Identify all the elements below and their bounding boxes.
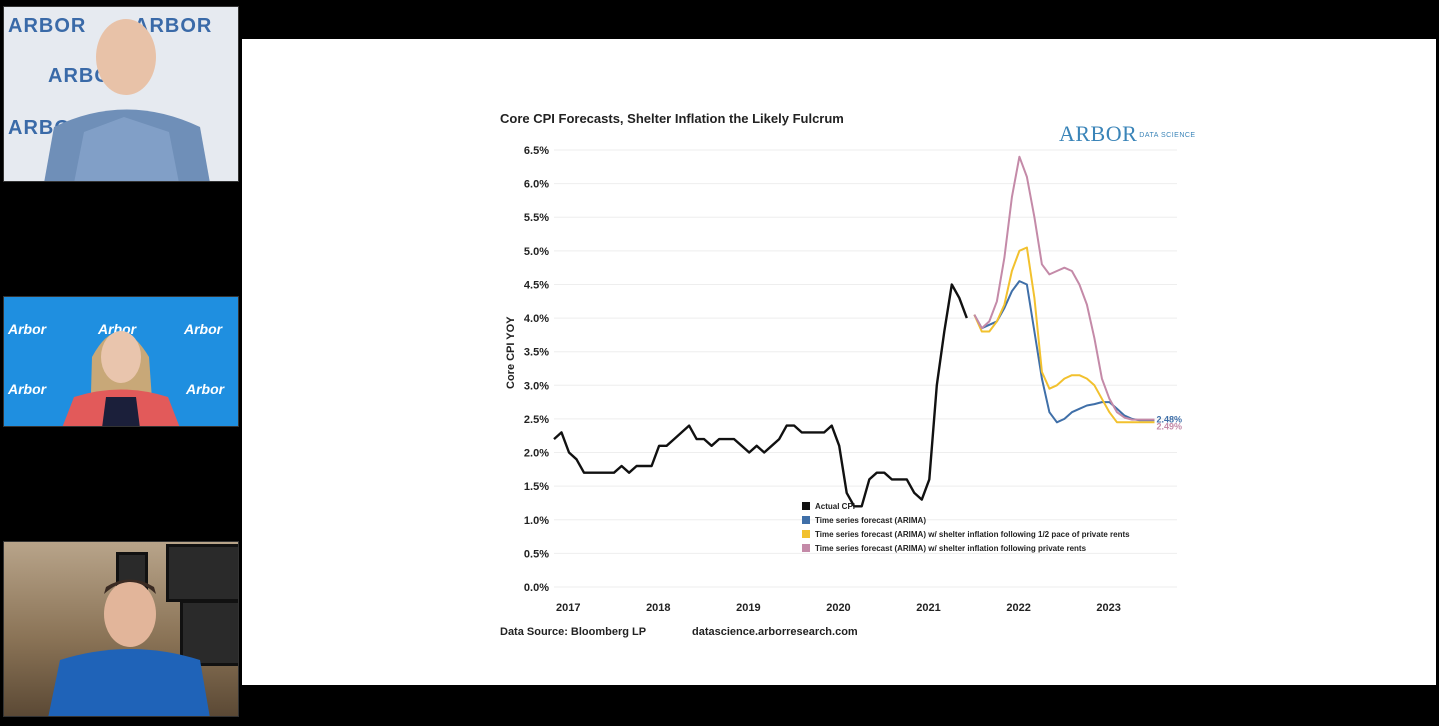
- x-tick-label: 2023: [1096, 602, 1120, 614]
- person-silhouette: [48, 579, 210, 716]
- y-tick-label: 6.5%: [524, 145, 549, 157]
- legend-label: Time series forecast (ARIMA): [815, 516, 926, 525]
- legend-swatch: [802, 544, 810, 552]
- legend-swatch: [802, 530, 810, 538]
- y-tick-label: 1.0%: [524, 515, 549, 527]
- participant-video-2[interactable]: Arbor Arbor Arbor Arbor Arbor: [3, 296, 239, 427]
- y-tick-label: 0.0%: [524, 582, 549, 594]
- y-tick-label: 4.5%: [524, 279, 549, 291]
- participant-video-1[interactable]: ARBOR ARBOR ARBOR ARBOR: [3, 6, 239, 182]
- end-value-label: 2.48%: [1156, 414, 1182, 424]
- series-line-2: [973, 280, 1155, 424]
- data-source-note: Data Source: Bloomberg LP: [500, 626, 647, 638]
- x-tick-label: 2018: [646, 602, 670, 614]
- y-tick-label: 6.0%: [524, 179, 549, 191]
- legend-swatch: [802, 502, 810, 510]
- y-tick-label: 0.5%: [524, 548, 549, 560]
- participant-video-3[interactable]: [3, 541, 239, 717]
- computer-monitor: [180, 600, 238, 666]
- x-tick-label: 2022: [1006, 602, 1030, 614]
- background-watermark: Arbor: [8, 321, 47, 337]
- shared-slide: Core CPI Forecasts, Shelter Inflation th…: [242, 39, 1436, 685]
- logo-subtext: DATA SCIENCE: [1139, 131, 1196, 139]
- x-tick-label: 2019: [736, 602, 760, 614]
- background-watermark: ARBOR: [134, 15, 213, 37]
- x-tick-label: 2021: [916, 602, 940, 614]
- background-watermark: Arbor: [184, 321, 223, 337]
- legend-label: Time series forecast (ARIMA) w/ shelter …: [815, 530, 1130, 539]
- y-tick-label: 1.5%: [524, 481, 549, 493]
- logo-text: ARBOR: [1059, 121, 1138, 146]
- person-silhouette: [44, 19, 210, 181]
- person-silhouette: [62, 331, 180, 426]
- background-watermark: Arbor: [8, 381, 47, 397]
- legend-swatch: [802, 516, 810, 524]
- x-tick-label: 2020: [826, 602, 850, 614]
- y-tick-label: 4.0%: [524, 313, 549, 325]
- arbor-logo: ARBOR DATA SCIENCE: [1059, 121, 1196, 147]
- end-value-label: 2.49%: [1156, 422, 1182, 432]
- y-tick-label: 3.5%: [524, 347, 549, 359]
- chart-title: Core CPI Forecasts, Shelter Inflation th…: [500, 111, 844, 126]
- legend-label: Time series forecast (ARIMA) w/ shelter …: [815, 544, 1087, 553]
- legend-label: Actual CPI: [815, 502, 855, 511]
- y-tick-label: 2.0%: [524, 448, 549, 460]
- line-chart: 0.0% 0.5% 1.0% 1.5% 2.0% 2.5% 3.0% 3.5% 4.0% 4.5%…: [524, 145, 1182, 614]
- website-note: datascience.arborresearch.com: [692, 626, 858, 638]
- series-line-4: [973, 155, 1155, 421]
- x-tick-label: 2017: [556, 602, 580, 614]
- y-tick-label: 5.0%: [524, 246, 549, 258]
- y-tick-label: 3.0%: [524, 380, 549, 392]
- background-watermark: Arbor: [186, 381, 225, 397]
- background-watermark: ARBOR: [8, 15, 87, 37]
- y-tick-label: 2.5%: [524, 414, 549, 426]
- series-line-1: [553, 283, 968, 508]
- y-tick-label: 5.5%: [524, 212, 549, 224]
- series-line-3: [973, 246, 1155, 424]
